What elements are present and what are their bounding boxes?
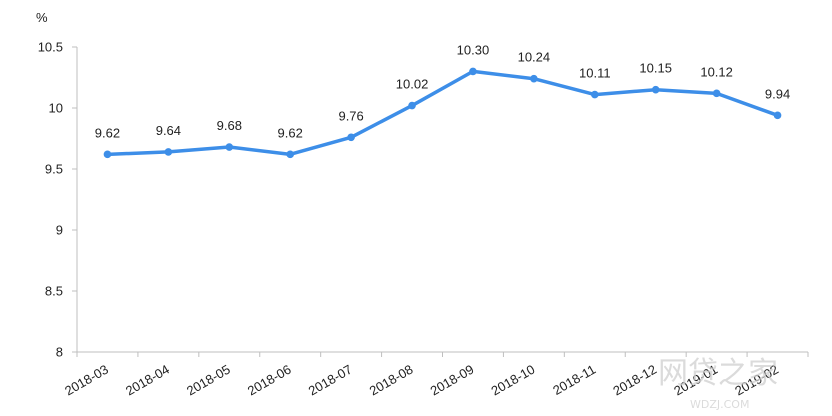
x-tick-label: 2018-04 [123, 362, 172, 399]
data-label: 10.30 [457, 42, 490, 57]
y-tick-label: 10 [49, 101, 63, 116]
data-point [773, 111, 782, 120]
x-tick-label: 2018-05 [184, 362, 233, 399]
data-point [347, 133, 355, 142]
data-label: 10.12 [700, 64, 733, 79]
data-label: 10.11 [579, 66, 611, 81]
data-point [530, 74, 538, 83]
data-point [164, 148, 173, 156]
data-label: 9.94 [765, 86, 790, 101]
data-point [225, 143, 234, 151]
data-label: 10.24 [518, 50, 551, 65]
x-tick-label: 2018-12 [610, 362, 659, 399]
data-point [712, 89, 721, 98]
x-tick-label: 2018-03 [62, 362, 111, 399]
data-label: 10.15 [639, 61, 672, 76]
data-point [590, 90, 599, 99]
data-point [651, 85, 660, 94]
y-axis-unit: % [36, 10, 48, 25]
data-label: 9.62 [278, 125, 303, 140]
x-tick-label: 2018-09 [428, 362, 477, 399]
x-tick-label: 2018-10 [489, 362, 538, 399]
data-point [408, 101, 416, 110]
data-label: 9.64 [156, 123, 181, 138]
data-point [286, 150, 295, 159]
watermark-text: 网贷之家 [658, 356, 778, 391]
y-tick-label: 8.5 [45, 284, 63, 299]
x-tick-label: 2018-11 [550, 362, 598, 398]
y-tick-label: 8 [56, 345, 63, 360]
y-axis: 8 8.5 9 9.5 10 10.5 [38, 40, 78, 360]
watermark: 网贷之家 WDZJ.COM [658, 356, 778, 411]
x-tick-label: 2018-08 [367, 362, 416, 399]
data-label: 10.02 [396, 77, 429, 92]
y-tick-label: 10.5 [38, 40, 63, 55]
y-tick-label: 9.5 [45, 162, 63, 177]
x-tick-label: 2018-07 [306, 362, 355, 399]
watermark-subtext: WDZJ.COM [690, 398, 749, 411]
data-label: 9.62 [95, 125, 120, 140]
y-tick-label: 9 [56, 223, 63, 238]
data-label: 9.76 [338, 108, 363, 123]
series-line [105, 69, 780, 157]
x-tick-label: 2018-06 [245, 362, 294, 399]
data-label: 9.68 [217, 118, 242, 133]
data-point [469, 67, 477, 76]
data-point [103, 150, 112, 159]
series-layer: 9.62 9.64 9.68 9.62 9.76 10.02 10.30 10.24 10.11… [95, 42, 790, 159]
